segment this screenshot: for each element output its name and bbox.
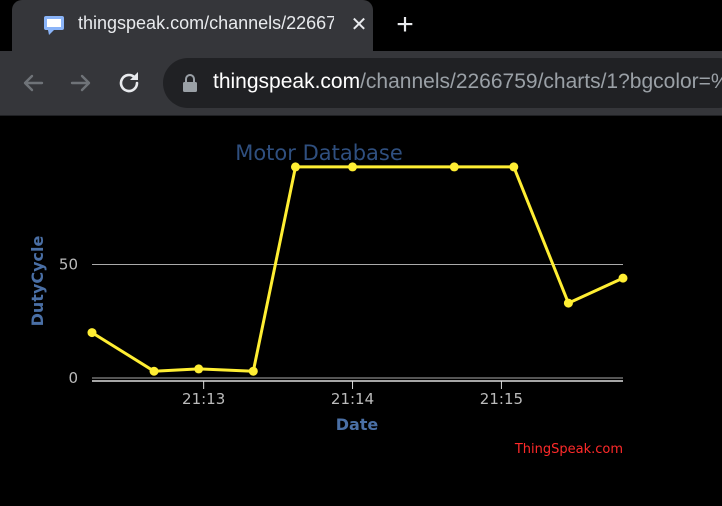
y-tick-label-0: 0 <box>68 369 78 387</box>
data-point-1 <box>149 366 159 376</box>
y-tick-label-50: 50 <box>59 256 78 274</box>
chart-title: Motor Database <box>235 141 403 165</box>
data-point-8 <box>563 298 573 308</box>
data-point-2 <box>194 364 204 374</box>
x-tick-label-21:14: 21:14 <box>331 390 374 408</box>
url-host: thingspeak.com <box>213 70 361 93</box>
series-line-0 <box>91 165 624 373</box>
url-text[interactable]: thingspeak.com/channels/2266759/charts/1… <box>213 70 722 94</box>
browser-toolbar: thingspeak.com/channels/2266759/charts/1… <box>0 51 722 116</box>
page-content <box>0 116 722 506</box>
x-tick-label-21:13: 21:13 <box>182 390 225 408</box>
arrow-left-icon[interactable] <box>18 68 48 98</box>
thingspeak-credit-link[interactable]: ThingSpeak.com <box>514 442 623 457</box>
browser-tab[interactable]: thingspeak.com/channels/2266759/charts/1… <box>12 0 373 51</box>
address-bar[interactable]: thingspeak.com/channels/2266759/charts/1… <box>163 58 722 108</box>
lock-icon <box>183 74 197 92</box>
data-point-7 <box>509 162 519 172</box>
y-axis-label: DutyCycle <box>28 235 47 326</box>
data-point-5 <box>348 162 358 172</box>
close-icon[interactable]: ✕ <box>350 14 368 36</box>
data-point-3 <box>248 366 258 376</box>
x-axis-label: Date <box>336 415 379 434</box>
x-tick-label-21:15: 21:15 <box>480 390 523 408</box>
chat-bubble-icon <box>44 16 64 35</box>
tab-strip: thingspeak.com/channels/2266759/charts/1… <box>0 0 722 51</box>
url-path: /channels/2266759/charts/1?bgcolor=% <box>360 70 722 93</box>
reload-icon[interactable] <box>114 68 144 98</box>
motor-chart: Motor Database 0 50 21:13 21:14 21:15 Date Duty… <box>28 141 628 457</box>
data-point-6 <box>449 162 459 172</box>
tab-title: thingspeak.com/channels/2266759/charts/1… <box>78 13 334 33</box>
data-point-0 <box>87 328 97 338</box>
plus-icon[interactable]: + <box>396 8 414 41</box>
arrow-right-icon[interactable] <box>66 68 96 98</box>
data-point-4 <box>290 162 300 172</box>
data-point-9 <box>618 273 628 283</box>
